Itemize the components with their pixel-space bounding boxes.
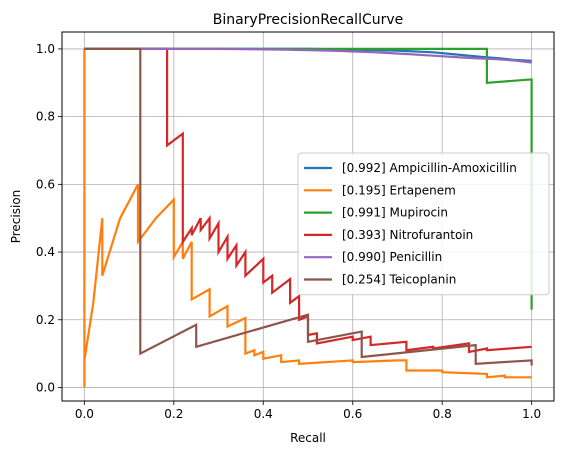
x-tick-label: 0.4: [254, 407, 273, 421]
y-tick-label: 0.8: [36, 110, 55, 124]
series-lines: [83, 47, 533, 388]
legend-label: [0.990] Penicillin: [342, 250, 442, 264]
x-tick-label: 0.0: [75, 407, 94, 421]
legend-label: [0.992] Ampicillin-Amoxicillin: [342, 161, 517, 175]
y-tick-label: 1.0: [36, 42, 55, 56]
chart-title: BinaryPrecisionRecallCurve: [213, 12, 404, 28]
y-tick-label: 0.0: [36, 380, 55, 394]
x-tick-label: 1.0: [522, 407, 541, 421]
series-line: [84, 47, 532, 354]
legend-box: [297, 152, 550, 296]
x-tick-label: 0.8: [433, 407, 452, 421]
legend-label: [0.195] Ertapenem: [342, 183, 456, 197]
axis-ticks: 0.0 0.2 0.4 0.6 0.8 1.0 0.0 0.2 0.4 0.6 0.8 1.0: [36, 42, 541, 421]
legend-label: [0.254] Teicoplanin: [342, 273, 456, 287]
series-line: [84, 47, 533, 366]
legend-label: [0.393] Nitrofurantoin: [342, 228, 473, 242]
y-tick-label: 0.2: [36, 313, 55, 327]
y-tick-label: 0.4: [36, 245, 55, 259]
plot-frame: [61, 31, 555, 402]
legend: [0.992] Ampicillin-Amoxicillin [0.195] Er…: [297, 152, 550, 296]
x-axis-title: Recall: [290, 431, 326, 445]
x-tick-label: 0.6: [343, 407, 362, 421]
y-tick-label: 0.6: [36, 177, 55, 191]
series-line: [84, 47, 532, 64]
legend-label: [0.991] Mupirocin: [342, 206, 448, 220]
series-line: [83, 48, 532, 388]
x-tick-label: 0.2: [164, 407, 183, 421]
y-axis-title: Precision: [9, 190, 23, 244]
